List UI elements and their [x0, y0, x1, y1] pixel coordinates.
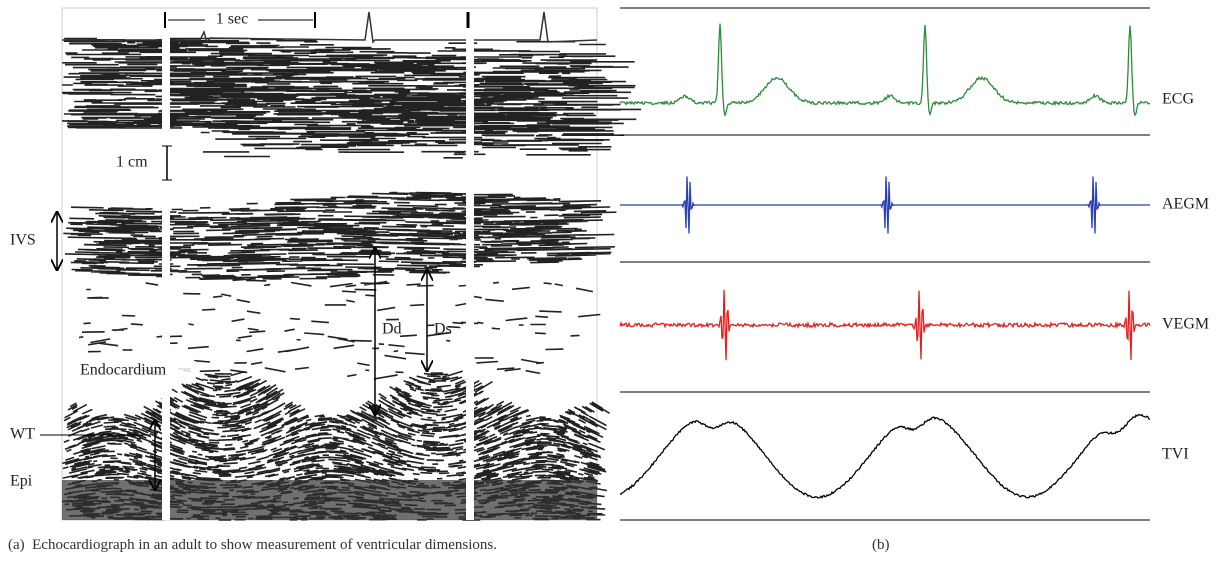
time-scale: 1 sec — [216, 11, 248, 28]
echo-texture — [61, 11, 642, 521]
dd-label: Dd — [382, 321, 402, 338]
caption-b: (b) — [872, 537, 890, 553]
ecg-trace — [619, 23, 1151, 117]
trace-label: AEGM — [1162, 196, 1209, 213]
tvi-trace — [619, 413, 1151, 499]
echo-gap — [162, 35, 170, 520]
ds-label: Ds — [434, 321, 452, 338]
annotations: 1 sec 1 cm IVS Dd Ds Endocardium WT Epi — [5, 11, 470, 492]
trace-label: TVI — [1162, 446, 1189, 463]
echo-base — [62, 480, 597, 520]
epi-label: Epi — [10, 473, 33, 490]
aegm-trace — [620, 176, 1150, 234]
caption-a: (a) Echocardiograph in an adult to show … — [8, 537, 498, 553]
depth-scale: 1 cm — [116, 154, 148, 171]
trace-label: ECG — [1162, 91, 1194, 108]
echo-ecg — [62, 11, 598, 44]
wt-label: WT — [10, 426, 35, 443]
waveforms: ECG AEGM VEGM TVI — [619, 7, 1209, 521]
ivs-label: IVS — [10, 232, 36, 249]
trace-label: VEGM — [1162, 316, 1209, 333]
figure-canvas: ECG AEGM VEGM TVI 1 sec 1 cm IVS Dd Ds Endo… — [5, 7, 1210, 521]
vegm-trace — [619, 289, 1151, 361]
echo-gap — [466, 35, 474, 520]
endocardium-label: Endocardium — [80, 362, 167, 379]
